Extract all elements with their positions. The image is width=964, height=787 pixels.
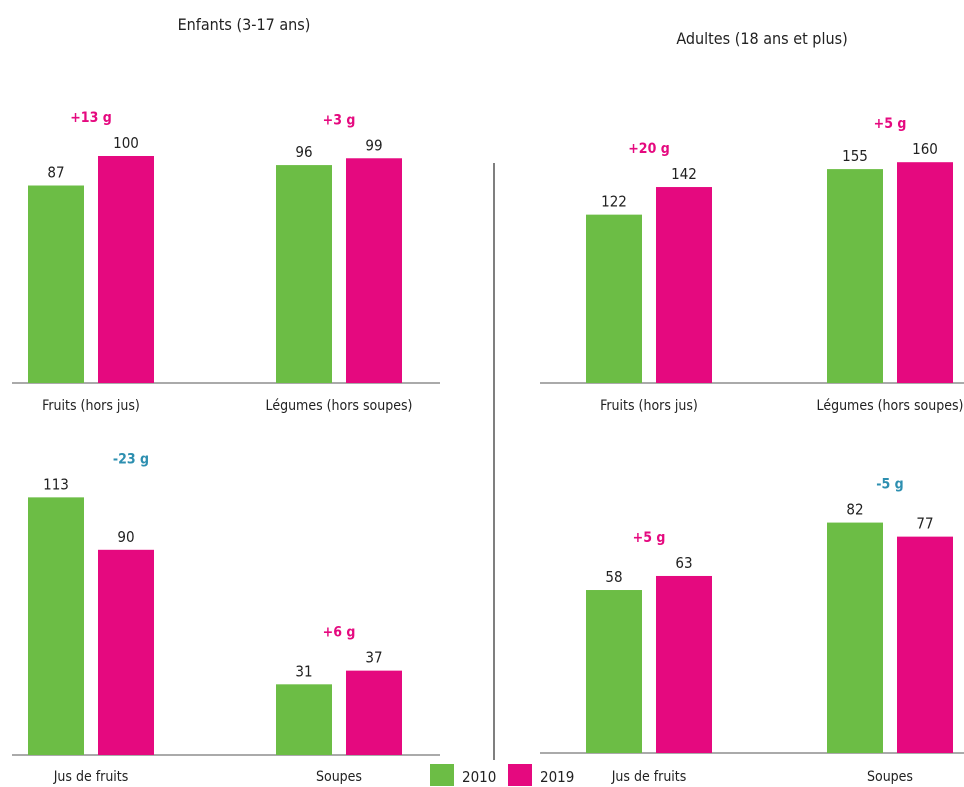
bar-2019 (897, 162, 953, 383)
delta-annotation: +13 g (70, 110, 111, 126)
legend: 2010 2019 (430, 764, 574, 786)
category-label: Légumes (hors soupes) (817, 398, 964, 414)
bar-2010 (28, 497, 84, 755)
title-children: Enfants (3-17 ans) (178, 15, 311, 34)
bar-value-label: 87 (47, 164, 64, 182)
bar-value-label: 90 (117, 528, 134, 546)
category-label: Jus de fruits (53, 769, 129, 785)
bar-value-label: 113 (43, 475, 69, 493)
bar-value-label: 37 (365, 649, 382, 667)
bar-value-label: 82 (846, 501, 863, 519)
delta-annotation: -23 g (113, 451, 149, 467)
bar-value-label: 63 (675, 554, 692, 572)
delta-annotation: -5 g (876, 477, 903, 493)
bar-2019 (656, 575, 712, 753)
category-label: Soupes (316, 769, 362, 785)
bar-value-label: 160 (912, 140, 938, 158)
bar-2019 (98, 549, 154, 755)
title-adults: Adultes (18 ans et plus) (676, 29, 847, 48)
bar-value-label: 96 (295, 143, 312, 161)
category-label: Fruits (hors jus) (600, 398, 698, 414)
category-label: Fruits (hors jus) (42, 398, 140, 414)
bar-2019 (98, 156, 154, 383)
category-label: Soupes (867, 769, 913, 785)
bar-value-label: 100 (113, 134, 139, 152)
category-label: Légumes (hors soupes) (266, 398, 413, 414)
bar-2010 (276, 165, 332, 383)
bar-value-label: 77 (916, 515, 933, 533)
bar-2010 (28, 185, 84, 383)
legend-label-2010: 2010 (462, 768, 496, 786)
legend-label-2019: 2019 (540, 768, 574, 786)
bar-2010 (586, 214, 642, 383)
bar-2019 (346, 670, 402, 755)
bar-2010 (586, 590, 642, 753)
bar-value-label: 122 (601, 193, 627, 211)
bar-2010 (276, 684, 332, 755)
bar-2019 (656, 187, 712, 383)
bar-value-label: 155 (842, 147, 868, 165)
chart-panels: 87 100 Fruits (hors jus) +13 g 96 99 Légumes (… (12, 110, 964, 785)
category-label: Jus de fruits (611, 769, 687, 785)
bar-2010 (827, 169, 883, 383)
legend-swatch-2010 (430, 764, 454, 786)
delta-annotation: +5 g (633, 530, 666, 546)
bar-2010 (827, 522, 883, 753)
bar-value-label: 31 (295, 662, 312, 680)
bar-2019 (346, 158, 402, 383)
delta-annotation: +5 g (874, 116, 907, 132)
bar-value-label: 142 (671, 165, 697, 183)
delta-annotation: +6 g (323, 625, 356, 641)
legend-swatch-2019 (508, 764, 532, 786)
delta-annotation: +20 g (628, 141, 669, 157)
bar-value-label: 99 (365, 136, 382, 154)
bar-value-label: 58 (605, 568, 622, 586)
delta-annotation: +3 g (323, 112, 356, 128)
bar-2019 (897, 536, 953, 753)
